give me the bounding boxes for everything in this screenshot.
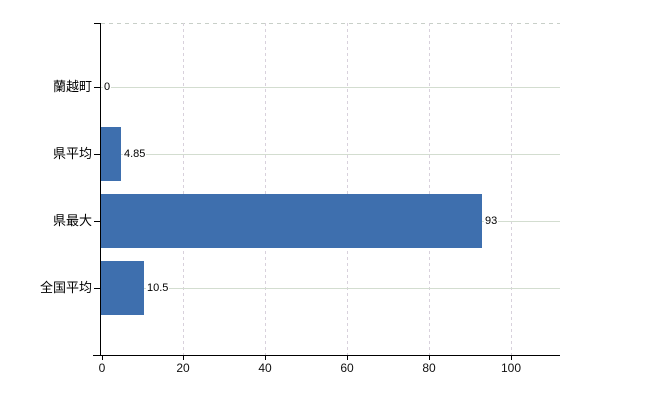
x-axis-tick	[183, 356, 184, 360]
gridline-vertical	[265, 23, 266, 355]
x-axis-tick	[265, 356, 266, 360]
y-axis-tick	[94, 154, 100, 155]
x-axis-tick	[429, 356, 430, 360]
x-tick-label: 100	[500, 361, 522, 375]
gridline-horizontal	[101, 154, 560, 155]
x-tick-label: 60	[340, 361, 354, 375]
x-axis-tick	[102, 356, 103, 360]
y-axis-tick	[94, 221, 100, 222]
x-axis-tick	[347, 356, 348, 360]
category-label: 県最大	[52, 213, 92, 228]
gridline-horizontal	[101, 288, 560, 289]
bar	[101, 194, 482, 248]
x-tick-label: 0	[98, 361, 106, 375]
gridline-vertical	[183, 23, 184, 355]
value-label: 4.85	[123, 147, 147, 161]
bar	[101, 127, 121, 181]
x-tick-label: 40	[258, 361, 272, 375]
bar	[101, 261, 144, 315]
category-label: 県平均	[52, 146, 92, 161]
value-label: 0	[103, 80, 112, 94]
gridline-vertical	[429, 23, 430, 355]
x-axis-line	[93, 355, 560, 356]
value-label: 10.5	[146, 281, 170, 295]
gridline-vertical	[511, 23, 512, 355]
value-label: 93	[484, 214, 499, 228]
y-axis-tick	[94, 288, 100, 289]
gridline-vertical	[347, 23, 348, 355]
y-axis-tick	[94, 87, 100, 88]
category-label: 全国平均	[39, 280, 92, 295]
y-axis-line	[100, 23, 101, 356]
x-axis-tick	[511, 356, 512, 360]
gridline-horizontal	[101, 87, 560, 88]
y-axis-top-tick	[94, 23, 100, 24]
category-label: 蘭越町	[52, 79, 92, 94]
x-tick-label: 20	[176, 361, 190, 375]
x-tick-label: 80	[422, 361, 436, 375]
plot-top-border	[101, 23, 560, 24]
